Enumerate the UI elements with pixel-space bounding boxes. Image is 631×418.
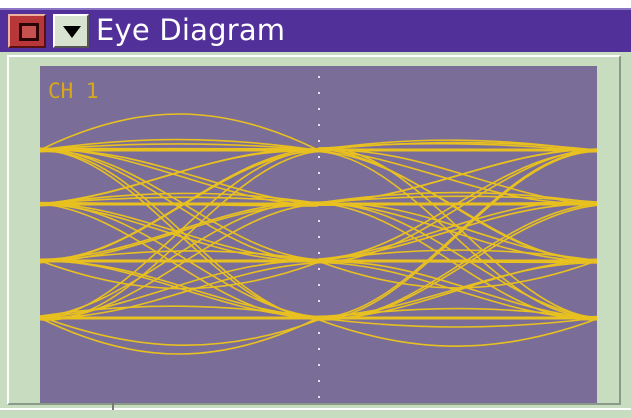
eye-trace — [40, 148, 319, 261]
eye-trace — [317, 262, 597, 318]
eye-trace — [317, 249, 597, 262]
eye-trace — [40, 204, 319, 318]
graticule-dot — [318, 252, 320, 254]
eye-trace — [40, 196, 319, 205]
eye-trace-plot — [40, 76, 597, 398]
eye-trace — [40, 113, 319, 151]
eye-trace — [40, 260, 319, 319]
graticule-dot — [318, 188, 320, 190]
eye-trace — [40, 138, 319, 152]
eye-trace — [40, 259, 319, 318]
channel-label: CH 1 — [48, 79, 99, 103]
title-bar[interactable]: Eye Diagram — [0, 8, 631, 52]
status-divider — [112, 402, 114, 410]
graticule-dot — [318, 172, 320, 174]
eye-trace — [40, 250, 319, 264]
window-menu-button[interactable] — [53, 14, 89, 48]
graticule-dot — [318, 268, 320, 270]
graticule-dot — [318, 92, 320, 94]
graticule-dot — [318, 284, 320, 286]
eye-trace — [317, 261, 597, 320]
graticule-dot — [318, 76, 320, 78]
graticule-dot — [318, 364, 320, 366]
scope-display: CH 1 — [40, 66, 597, 403]
graticule-dot — [318, 236, 320, 238]
eye-trace — [317, 203, 597, 319]
graticule-dot — [318, 348, 320, 350]
status-bar — [0, 408, 631, 418]
eye-trace — [40, 149, 319, 261]
eye-trace — [40, 192, 319, 206]
eye-trace — [317, 141, 597, 151]
eye-trace — [317, 195, 597, 204]
eye-trace — [317, 259, 597, 320]
eye-diagram-window: Eye Diagram CH 1 — [0, 8, 631, 418]
graticule-dot — [318, 140, 320, 142]
eye-trace — [317, 150, 597, 319]
close-button[interactable] — [8, 14, 46, 48]
eye-trace — [317, 318, 597, 348]
graticule-dot — [318, 300, 320, 302]
eye-trace — [317, 307, 597, 320]
eye-trace — [317, 203, 597, 260]
eye-trace — [40, 202, 319, 319]
eye-trace — [317, 150, 597, 318]
eye-trace — [40, 203, 319, 320]
graticule-dot — [318, 332, 320, 334]
eye-trace — [40, 317, 319, 355]
eye-trace — [317, 150, 597, 321]
triangle-down-icon — [63, 26, 81, 38]
graticule-dot — [318, 220, 320, 222]
graticule-dot — [318, 156, 320, 158]
close-box-icon — [19, 23, 39, 41]
eye-trace — [317, 191, 597, 204]
eye-trace — [40, 143, 319, 151]
graticule-dot — [318, 380, 320, 382]
graticule-dot — [318, 124, 320, 126]
eye-trace — [40, 305, 319, 319]
graticule-dot — [318, 396, 320, 398]
eye-trace — [40, 315, 319, 346]
window-title: Eye Diagram — [96, 13, 286, 47]
graticule-dot — [318, 108, 320, 110]
eye-trace — [317, 317, 597, 328]
eye-trace — [40, 262, 319, 319]
